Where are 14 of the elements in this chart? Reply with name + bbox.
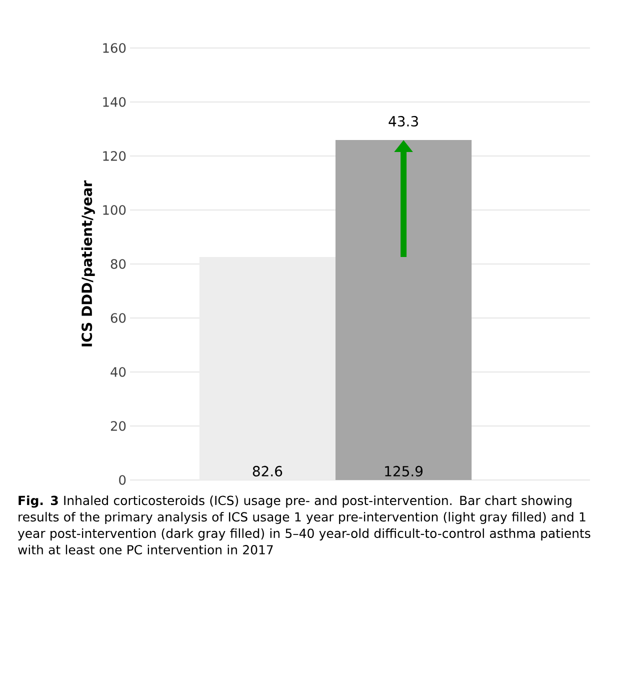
y-tick-label: 80 (110, 259, 126, 269)
y-tick-label: 60 (110, 313, 126, 323)
data-label: 125.9 (385, 466, 423, 476)
y-tick-label: 0 (119, 475, 126, 485)
y-tick-label: 160 (103, 43, 126, 53)
annotation: 43.3 (388, 116, 418, 127)
y-axis-title: ICS DDD/patient/year (81, 180, 95, 346)
y-tick-label: 100 (103, 205, 126, 215)
data-label: 82.6 (252, 466, 282, 476)
y-tick-label: 20 (110, 421, 126, 431)
y-tick-label: 120 (103, 151, 126, 161)
y-tick-label: 40 (110, 367, 126, 377)
text: Fig. 3 Inhaled corticosteroids (ICS) usage pre- and post-intervention. Bar chart showing results of the primary analysis of ICS usage 1 year pre-intervention (light gray filled) and 1 year post-intervention (dark gray filled) in 5–40 year-old difficult-to-control asthma patients with at least one PC intervention in 2017 (18, 496, 590, 554)
y-tick-label: 140 (103, 97, 126, 107)
